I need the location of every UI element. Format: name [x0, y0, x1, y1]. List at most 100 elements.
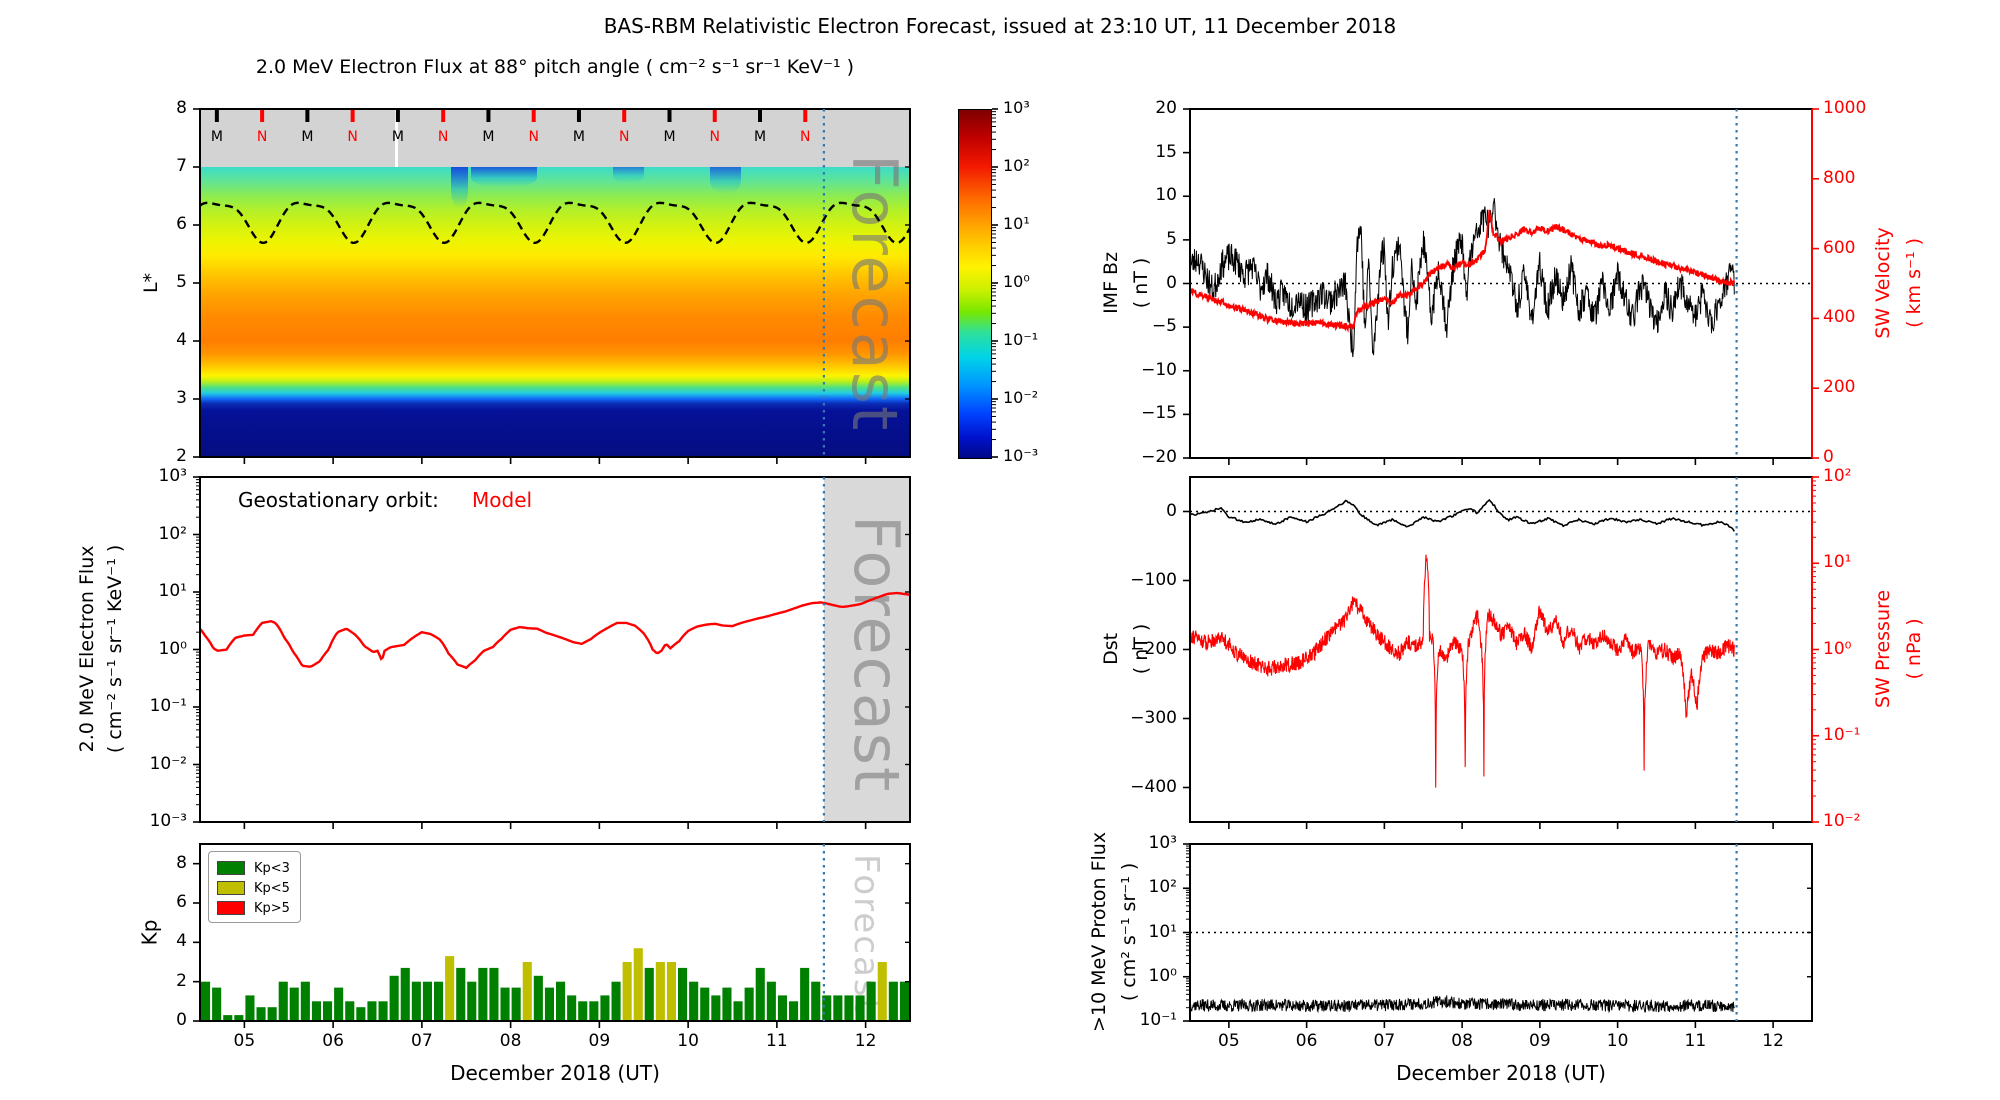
x-axis-label-right: December 2018 (UT) [1396, 1061, 1606, 1085]
x-tick-label: 07 [1373, 1031, 1396, 1051]
kp-legend: Kp<3 Kp<5 Kp>5 [208, 851, 301, 923]
kp-bar [323, 1001, 333, 1021]
kp-bar [445, 956, 455, 1021]
y-tick-label: −200 [1130, 638, 1177, 659]
y-tick-label: 10⁻² [149, 753, 187, 774]
y-tick-label: 10² [1823, 466, 1852, 486]
orbit-marker-label: M [482, 129, 495, 145]
forecast-watermark-kp: Forecast [845, 854, 886, 1014]
series-sw-pressure [1190, 554, 1735, 788]
kp-bar [811, 981, 821, 1021]
orbit-marker-label: M [391, 129, 404, 145]
kp-bar [556, 981, 566, 1021]
kp-bar [434, 981, 444, 1021]
orbit-marker-label: N [256, 129, 268, 145]
kp-bar [245, 995, 255, 1021]
dst-pressure-panel-border [1189, 476, 1813, 823]
kp-bar [278, 981, 288, 1021]
kp-bar [311, 1001, 321, 1021]
kp-bar [622, 962, 632, 1021]
x-tick-label: 10 [1606, 1031, 1629, 1051]
sw-pressure-axis-label: SW Pressure [1872, 589, 1895, 708]
kp-bar [822, 995, 832, 1021]
heatmap-title: 2.0 MeV Electron Flux at 88° pitch angle… [255, 56, 855, 78]
low-flux-patch [612, 167, 644, 184]
kp-bar [678, 967, 688, 1021]
y-tick-label: 10¹ [158, 581, 187, 601]
y-tick-label: −5 [1151, 316, 1177, 337]
y-tick-label: 2 [176, 446, 187, 466]
kp-legend-item: Kp>5 [217, 898, 290, 918]
series-dst [1190, 498, 1735, 532]
orbit-marker-label: M [301, 129, 314, 145]
x-tick-label: 11 [766, 1031, 788, 1051]
y-tick-label: 7 [176, 156, 187, 176]
y-tick-label: 5 [176, 272, 187, 292]
x-tick-label: 11 [1684, 1031, 1707, 1051]
y-tick-label: 2 [176, 970, 187, 991]
page-title: BAS-RBM Relativistic Electron Forecast, … [603, 14, 1397, 38]
series-imf-bz [1190, 198, 1735, 358]
orbit-marker-label: M [210, 129, 223, 145]
y-tick-label: 6 [176, 214, 187, 234]
y-tick-label: −300 [1130, 707, 1177, 728]
kp-bar [633, 948, 643, 1021]
kp-bar [711, 995, 721, 1021]
y-tick-label: 10² [1148, 877, 1177, 898]
y-tick-label: 10⁻¹ [1823, 724, 1861, 745]
kp-bar [256, 1007, 266, 1021]
y-tick-label: 10⁻² [1823, 811, 1861, 831]
kp-bar [567, 995, 577, 1021]
y-tick-label: 10³ [158, 466, 187, 486]
kp-bar [411, 981, 421, 1021]
kp-bar [212, 987, 222, 1021]
kp-legend-label: Kp<5 [254, 880, 290, 896]
forecast-watermark-flux: Forecast [839, 515, 913, 794]
y-tick-label: 0 [176, 1010, 187, 1030]
y-tick-label: 600 [1823, 237, 1856, 258]
kp-panel-border [199, 843, 911, 1022]
y-tick-label: 800 [1823, 167, 1856, 188]
colorbar-tick-label: 10² [1003, 156, 1030, 175]
orbit-marker-label: N [437, 129, 449, 145]
kp-bar [500, 987, 510, 1021]
y-tick-label: 8 [176, 852, 187, 873]
y-tick-label: 8 [176, 98, 187, 118]
kp-bar [234, 1015, 244, 1021]
x-tick-label: 07 [411, 1031, 433, 1051]
kp-bar [456, 967, 466, 1021]
colorbar-tick-label: 10³ [1003, 98, 1030, 117]
series--10-mev-proton-flux [1190, 995, 1735, 1014]
x-tick-label: 05 [1218, 1031, 1240, 1051]
kp-legend-item: Kp<3 [217, 858, 290, 878]
kp-bar [467, 981, 477, 1021]
x-tick-label: 06 [322, 1031, 344, 1051]
x-tick-label: 09 [1529, 1031, 1551, 1051]
sw-pressure-axis-units: ( nPa ) [1903, 618, 1926, 680]
kp-bar [689, 981, 699, 1021]
kp-legend-swatch [217, 901, 245, 915]
y-tick-label: −20 [1141, 447, 1177, 467]
imf-sw-panel-border [1189, 108, 1813, 459]
kp-bar [489, 967, 499, 1021]
colorbar-tick-label: 10⁻² [1003, 388, 1039, 407]
geostationary-orbit-label: Geostationary orbit: [238, 488, 439, 512]
y-tick-label: 10³ [1148, 833, 1177, 853]
x-tick-label: 10 [677, 1031, 699, 1051]
orbit-marker-label: N [618, 129, 630, 145]
low-flux-patch [710, 167, 742, 194]
kp-bar [578, 1001, 588, 1021]
low-flux-patch [470, 167, 538, 188]
orbit-marker-label: N [528, 129, 539, 145]
y-tick-label: 400 [1823, 307, 1856, 328]
kp-bar [367, 1001, 377, 1021]
x-tick-label: 12 [854, 1031, 877, 1051]
y-tick-label: 10¹ [1148, 921, 1177, 942]
electron-flux-axis-label: 2.0 MeV Electron Flux [76, 545, 99, 753]
y-tick-label: 4 [176, 931, 187, 952]
orbit-marker-label: N [709, 129, 720, 145]
y-tick-label: −400 [1130, 776, 1177, 797]
kp-bar [422, 981, 432, 1021]
y-tick-label: −15 [1141, 403, 1177, 424]
kp-legend-label: Kp>5 [254, 900, 290, 916]
